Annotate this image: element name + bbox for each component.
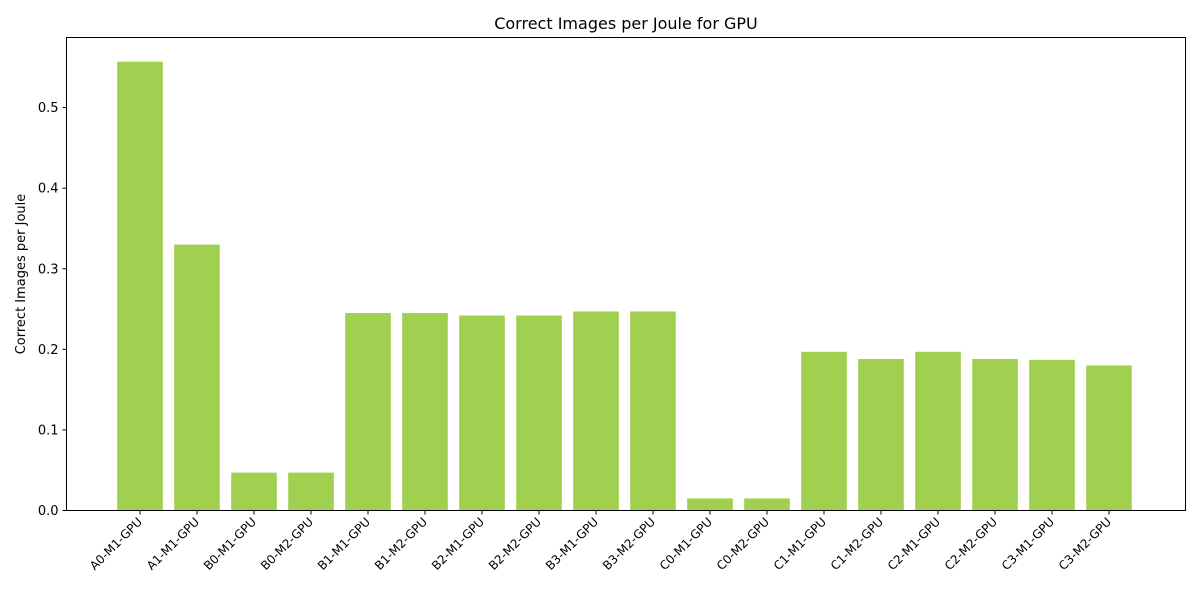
x-tick-label: C0-M2-GPU xyxy=(714,515,772,573)
bar-b3-m1-gpu xyxy=(573,311,619,511)
x-tick-label: C2-M1-GPU xyxy=(885,515,943,573)
y-tick-label: 0.2 xyxy=(38,343,59,358)
bar-b2-m2-gpu xyxy=(516,315,562,511)
y-tick-label: 0.3 xyxy=(38,262,59,277)
bar-c0-m1-gpu xyxy=(687,498,733,511)
bar-b1-m1-gpu xyxy=(345,313,391,511)
x-tick-label: B2-M1-GPU xyxy=(429,515,487,573)
bar-c3-m1-gpu xyxy=(1029,359,1075,511)
bar-c1-m1-gpu xyxy=(801,351,847,511)
bar-c3-m2-gpu xyxy=(1086,365,1132,511)
bar-a0-m1-gpu xyxy=(117,61,163,511)
x-tick-label: B0-M2-GPU xyxy=(258,515,316,573)
x-axis-ticks: A0-M1-GPUA1-M1-GPUB0-M1-GPUB0-M2-GPUB1-M… xyxy=(87,510,1114,573)
x-tick-label: C3-M2-GPU xyxy=(1056,515,1114,573)
x-tick-label: B0-M1-GPU xyxy=(201,515,259,573)
y-axis-label: Correct Images per Joule xyxy=(14,194,29,355)
x-tick-label: A1-M1-GPU xyxy=(144,515,202,573)
x-tick-label: B2-M2-GPU xyxy=(486,515,544,573)
plot-frame xyxy=(66,37,1186,511)
x-tick-label: C2-M2-GPU xyxy=(942,515,1000,573)
bar-c1-m2-gpu xyxy=(858,359,904,511)
x-tick-label: B1-M2-GPU xyxy=(372,515,430,573)
bars-layer xyxy=(117,61,1132,511)
bar-b0-m2-gpu xyxy=(288,472,334,511)
chart-title: Correct Images per Joule for GPU xyxy=(494,14,758,33)
bar-b0-m1-gpu xyxy=(231,472,277,511)
y-tick-label: 0.0 xyxy=(38,504,59,519)
bar-c2-m2-gpu xyxy=(972,359,1018,511)
y-tick-label: 0.1 xyxy=(38,423,59,438)
bar-b2-m1-gpu xyxy=(459,315,505,511)
x-tick-label: C1-M1-GPU xyxy=(771,515,829,573)
y-tick-label: 0.4 xyxy=(38,182,59,197)
bar-c0-m2-gpu xyxy=(744,498,790,511)
x-tick-label: B1-M1-GPU xyxy=(315,515,373,573)
bar-b3-m2-gpu xyxy=(630,311,676,511)
y-axis-ticks: 0.0 0.1 0.2 0.3 0.4 0.5 xyxy=(38,101,67,519)
x-tick-label: A0-M1-GPU xyxy=(87,515,145,573)
x-tick-label: C0-M1-GPU xyxy=(657,515,715,573)
bar-c2-m1-gpu xyxy=(915,351,961,511)
bar-a1-m1-gpu xyxy=(174,244,220,511)
x-tick-label: B3-M2-GPU xyxy=(600,515,658,573)
x-tick-label: C1-M2-GPU xyxy=(828,515,886,573)
bar-b1-m2-gpu xyxy=(402,313,448,511)
x-tick-label: C3-M1-GPU xyxy=(999,515,1057,573)
y-tick-label: 0.5 xyxy=(38,101,59,116)
x-tick-label: B3-M1-GPU xyxy=(543,515,601,573)
